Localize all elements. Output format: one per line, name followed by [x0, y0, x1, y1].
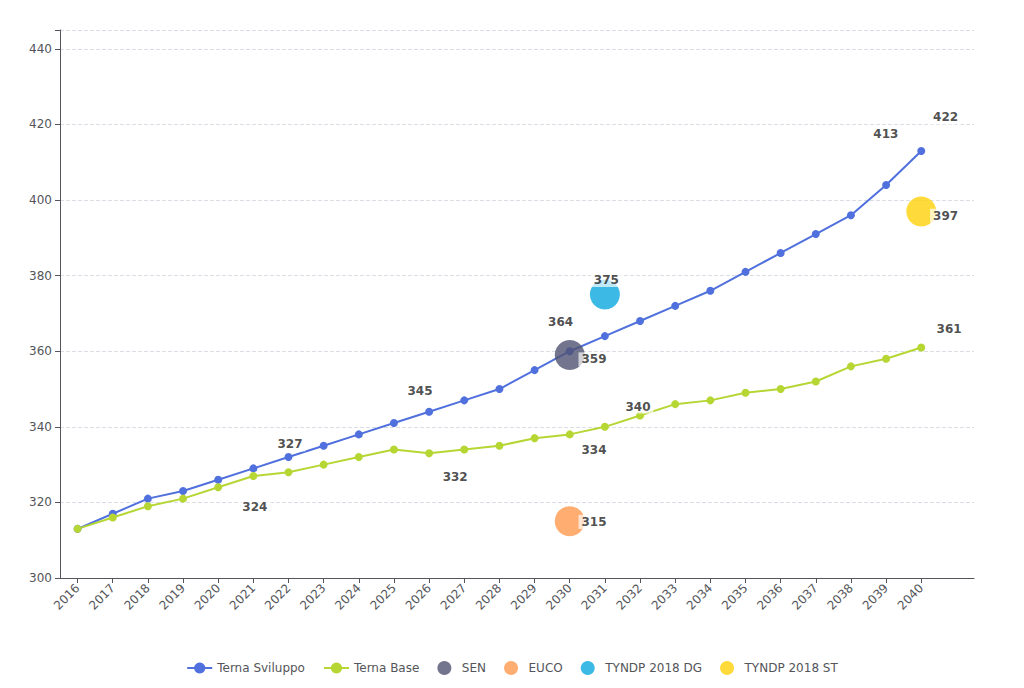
svg-text:361: 361: [937, 322, 962, 336]
svg-text:2035: 2035: [719, 581, 750, 612]
svg-text:2030: 2030: [543, 581, 574, 612]
svg-text:340: 340: [29, 420, 52, 434]
svg-text:2018: 2018: [121, 581, 152, 612]
svg-text:375: 375: [594, 273, 619, 287]
svg-text:2034: 2034: [684, 581, 715, 612]
svg-text:400: 400: [29, 193, 52, 207]
svg-text:2039: 2039: [860, 581, 891, 612]
svg-text:2027: 2027: [438, 581, 469, 612]
svg-text:380: 380: [29, 269, 52, 283]
svg-text:397: 397: [933, 209, 958, 223]
svg-text:TYNDP 2018 DG: TYNDP 2018 DG: [604, 661, 702, 675]
svg-text:2029: 2029: [508, 581, 539, 612]
svg-text:440: 440: [29, 42, 52, 56]
svg-text:2026: 2026: [403, 581, 434, 612]
svg-text:315: 315: [582, 515, 607, 529]
svg-text:2024: 2024: [332, 581, 363, 612]
svg-text:320: 320: [29, 495, 52, 509]
svg-text:2020: 2020: [192, 581, 223, 612]
svg-text:2033: 2033: [649, 581, 680, 612]
svg-text:359: 359: [582, 352, 607, 366]
svg-text:2032: 2032: [614, 581, 645, 612]
svg-text:334: 334: [582, 443, 607, 457]
svg-text:2022: 2022: [262, 581, 293, 612]
svg-text:324: 324: [242, 500, 267, 514]
svg-text:2021: 2021: [227, 581, 258, 612]
svg-text:2038: 2038: [824, 581, 855, 612]
svg-text:2036: 2036: [754, 581, 785, 612]
svg-text:2019: 2019: [157, 581, 188, 612]
svg-text:332: 332: [443, 470, 468, 484]
svg-text:364: 364: [548, 315, 573, 329]
svg-text:345: 345: [408, 384, 433, 398]
svg-text:Terna Base: Terna Base: [353, 661, 419, 675]
svg-text:EUCO: EUCO: [529, 661, 563, 675]
svg-text:2017: 2017: [86, 581, 117, 612]
svg-text:413: 413: [873, 127, 898, 141]
svg-text:422: 422: [933, 110, 958, 124]
svg-text:2023: 2023: [297, 581, 328, 612]
svg-text:300: 300: [29, 571, 52, 585]
svg-text:420: 420: [29, 117, 52, 131]
svg-text:2028: 2028: [473, 581, 504, 612]
svg-text:2037: 2037: [789, 581, 820, 612]
svg-text:TYNDP 2018 ST: TYNDP 2018 ST: [744, 661, 839, 675]
svg-text:SEN: SEN: [462, 661, 486, 675]
svg-text:340: 340: [625, 400, 650, 414]
svg-text:2040: 2040: [895, 581, 926, 612]
svg-text:2025: 2025: [367, 581, 398, 612]
svg-text:2016: 2016: [51, 581, 82, 612]
svg-text:2031: 2031: [578, 581, 609, 612]
svg-text:327: 327: [277, 437, 302, 451]
svg-text:360: 360: [29, 344, 52, 358]
svg-text:Terna Sviluppo: Terna Sviluppo: [216, 661, 305, 675]
